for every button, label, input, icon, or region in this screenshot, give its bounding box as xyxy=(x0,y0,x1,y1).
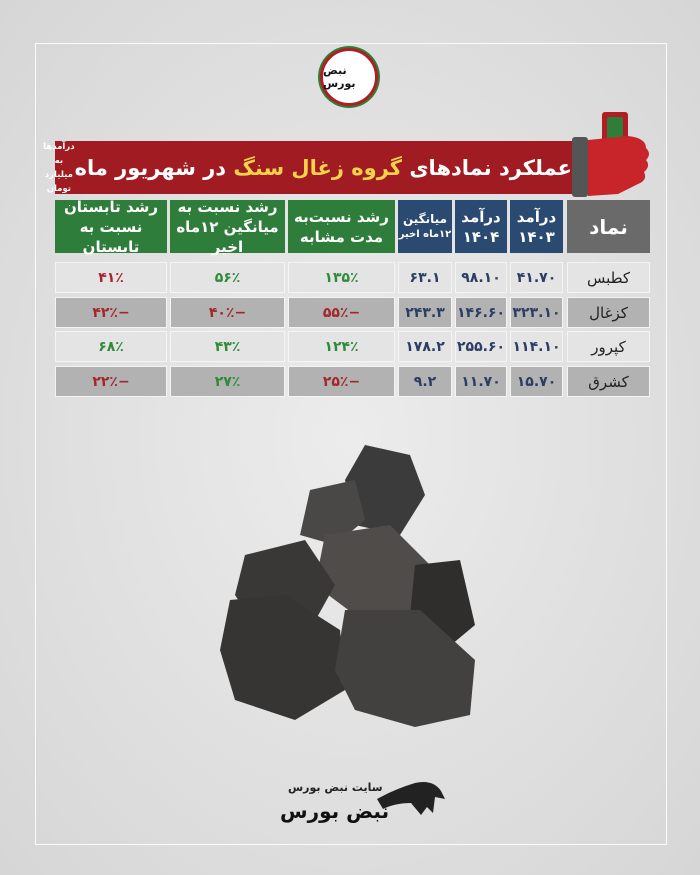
header-rev1404: درآمد ۱۴۰۴ xyxy=(455,200,507,253)
title-banner: عملکرد نمادهای گروه زغال سنگ در شهریور م… xyxy=(43,141,588,194)
footer-brand: سایت نبض بورس نبض بورس xyxy=(270,775,450,835)
table-cell-g-summer: ۴۱٪ xyxy=(55,262,167,293)
table-cell-g-avg: ۵۶٪ xyxy=(170,262,285,293)
page-title: عملکرد نمادهای گروه زغال سنگ در شهریور م… xyxy=(74,155,572,180)
table-cell-g-avg: ۲۷٪ xyxy=(170,366,285,397)
logo-text: نبض بورس xyxy=(323,64,356,90)
table-cell-rev1404: ۲۵۵.۶۰ xyxy=(455,331,507,362)
row-symbol: کزغال xyxy=(567,297,650,328)
header-g-summer: رشد تابستان نسبت به تابستان xyxy=(55,198,167,256)
header-g-avg: رشد نسبت به میانگین ۱۲ماه اخیر xyxy=(170,198,285,256)
table-cell-avg: ۲۴۳.۳ xyxy=(398,297,452,328)
hand-holding-card-icon xyxy=(588,112,649,196)
table-cell-g-summer: −۲۲٪ xyxy=(55,366,167,397)
table-cell-g-same: ۱۲۴٪ xyxy=(288,331,395,362)
row-symbol: کشرق xyxy=(567,366,650,397)
table-cell-g-summer: −۴۲٪ xyxy=(55,297,167,328)
table-cell-g-same: −۵۵٪ xyxy=(288,297,395,328)
table-cell-rev1403: ۴۱.۷۰ xyxy=(510,262,563,293)
table-cell-rev1404: ۱۴۶.۶۰ xyxy=(455,297,507,328)
table-cell-g-avg: ۴۳٪ xyxy=(170,331,285,362)
header-symbol: نماد xyxy=(567,200,650,253)
table-cell-g-summer: ۶۸٪ xyxy=(55,331,167,362)
brand-logo: نبض بورس xyxy=(320,48,378,106)
table-cell-g-same: ۱۳۵٪ xyxy=(288,262,395,293)
row-symbol: کپرور xyxy=(567,331,650,362)
table-cell-avg: ۹.۲ xyxy=(398,366,452,397)
header-avg: میانگین ۱۲ماه اخیر xyxy=(398,200,452,253)
site-label: سایت نبض بورس xyxy=(288,781,383,794)
sleeve-cuff xyxy=(572,137,588,197)
row-symbol: کطبس xyxy=(567,262,650,293)
brand-wordmark: نبض بورس xyxy=(280,799,390,823)
header-rev1403: درآمد ۱۴۰۳ xyxy=(510,200,563,253)
header-g-same: رشد نسبت‌به مدت مشابه xyxy=(288,200,395,253)
table-cell-rev1404: ۱۱.۷۰ xyxy=(455,366,507,397)
unit-note: درآمدها به میلیارد تومان xyxy=(43,141,75,194)
table-cell-rev1403: ۳۲۳.۱۰ xyxy=(510,297,563,328)
table-cell-g-avg: −۴۰٪ xyxy=(170,297,285,328)
table-cell-g-same: −۲۵٪ xyxy=(288,366,395,397)
bull-icon xyxy=(377,782,445,815)
table-cell-avg: ۱۷۸.۲ xyxy=(398,331,452,362)
table-cell-rev1404: ۹۸.۱۰ xyxy=(455,262,507,293)
table-cell-rev1403: ۱۱۴.۱۰ xyxy=(510,331,563,362)
table-cell-avg: ۶۳.۱ xyxy=(398,262,452,293)
table-cell-rev1403: ۱۵.۷۰ xyxy=(510,366,563,397)
coal-image xyxy=(220,445,475,727)
frame xyxy=(35,43,667,845)
